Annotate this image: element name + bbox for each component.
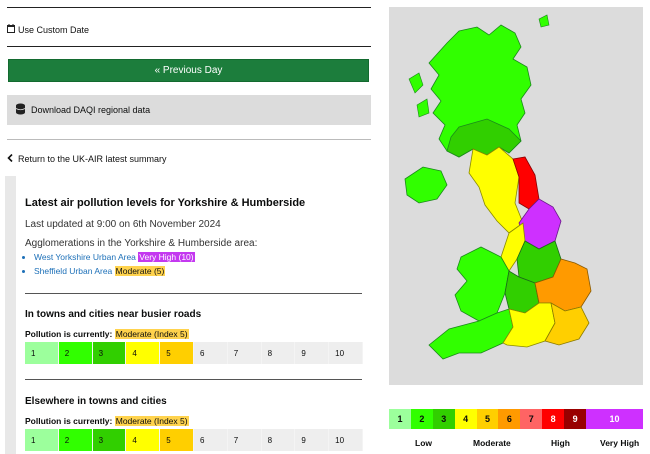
return-link[interactable]: Return to the UK-AIR latest summary [7,153,167,164]
use-custom-date-link[interactable]: Use Custom Date [7,24,89,35]
download-daqi-button[interactable]: Download DAQI regional data [7,95,371,125]
list-item: West Yorkshire Urban Area Very High (10) [34,252,195,262]
index-cell: 5 [160,429,194,451]
legend-index: 9 [564,409,587,429]
legend-index: 7 [520,409,543,429]
divider [7,139,371,140]
index-cell: 1 [25,342,59,364]
pollution-status: Pollution is currently: Moderate (Index … [25,329,189,339]
index-cell: 3 [92,429,127,451]
region-northern-ireland [404,166,448,204]
custom-date-label: Use Custom Date [18,24,90,35]
region-south-east [544,302,590,346]
legend-index: 5 [476,409,499,429]
index-cell: 7 [227,342,262,364]
index-scale-bar: 1 2 3 4 5 6 7 8 9 10 [25,429,363,451]
index-cell: 8 [261,429,296,451]
region-title: Latest air pollution levels for Yorkshir… [25,197,306,209]
divider [25,379,362,380]
pollution-label: Pollution is currently: [25,416,113,426]
previous-day-button[interactable]: « Previous Day [8,59,369,82]
index-cell: 1 [25,429,59,451]
legend-index: 3 [432,409,455,429]
section-title: In towns and cities near busier roads [25,309,202,320]
uk-pollution-map[interactable] [389,7,643,385]
index-cell: 9 [295,342,330,364]
legend-band-high: High [551,438,570,448]
index-cell: 4 [126,429,161,451]
index-cell: 6 [193,342,228,364]
index-cell: 3 [92,342,127,364]
index-cell: 10 [329,429,363,451]
index-cell: 2 [58,429,93,451]
index-cell: 6 [193,429,228,451]
database-icon [15,103,26,117]
index-cell: 9 [295,429,330,451]
pollution-label: Pollution is currently: [25,329,113,339]
legend-index: 2 [410,409,433,429]
chevron-left-icon [7,153,13,164]
agglomerations-intro: Agglomerations in the Yorkshire & Humber… [25,238,258,249]
legend-band-moderate: Moderate [473,438,511,448]
return-label: Return to the UK-AIR latest summary [18,154,167,164]
status-badge: Moderate (5) [114,266,166,276]
agglomeration-link[interactable]: West Yorkshire Urban Area [34,252,136,262]
section-title: Elsewhere in towns and cities [25,396,167,407]
top-divider [7,7,371,8]
legend-index: 1 [389,409,411,429]
legend-band-very-high: Very High [600,438,640,448]
index-cell: 5 [160,342,194,364]
index-cell: 4 [126,342,161,364]
download-label: Download DAQI regional data [31,105,151,115]
content-panel [16,176,371,454]
pollution-status: Pollution is currently: Moderate (Index … [25,416,189,426]
divider [7,46,371,47]
legend-bands: Low Moderate High Very High [389,438,643,450]
pollution-value: Moderate (Index 5) [114,416,189,426]
agglomeration-link[interactable]: Sheffield Urban Area [34,266,113,276]
legend-band-low: Low [415,438,432,448]
agglomeration-list: West Yorkshire Urban Area Very High (10)… [24,252,195,280]
index-cell: 2 [58,342,93,364]
calendar-icon [7,24,15,35]
index-cell: 10 [329,342,363,364]
uk-map-graphic [389,7,643,385]
divider [25,293,362,294]
last-updated: Last updated at 9:00 on 6th November 202… [25,219,221,230]
index-cell: 7 [227,429,262,451]
status-badge: Very High (10) [138,252,195,262]
legend-index: 4 [454,409,477,429]
daqi-legend: 1 2 3 4 5 6 7 8 9 10 [389,409,643,429]
pollution-value: Moderate (Index 5) [114,329,189,339]
legend-index: 6 [498,409,521,429]
index-cell: 8 [261,342,296,364]
legend-index: 10 [586,409,643,429]
legend-index: 8 [542,409,565,429]
list-item: Sheffield Urban Area Moderate (5) [34,266,195,276]
index-scale-bar: 1 2 3 4 5 6 7 8 9 10 [25,342,363,364]
